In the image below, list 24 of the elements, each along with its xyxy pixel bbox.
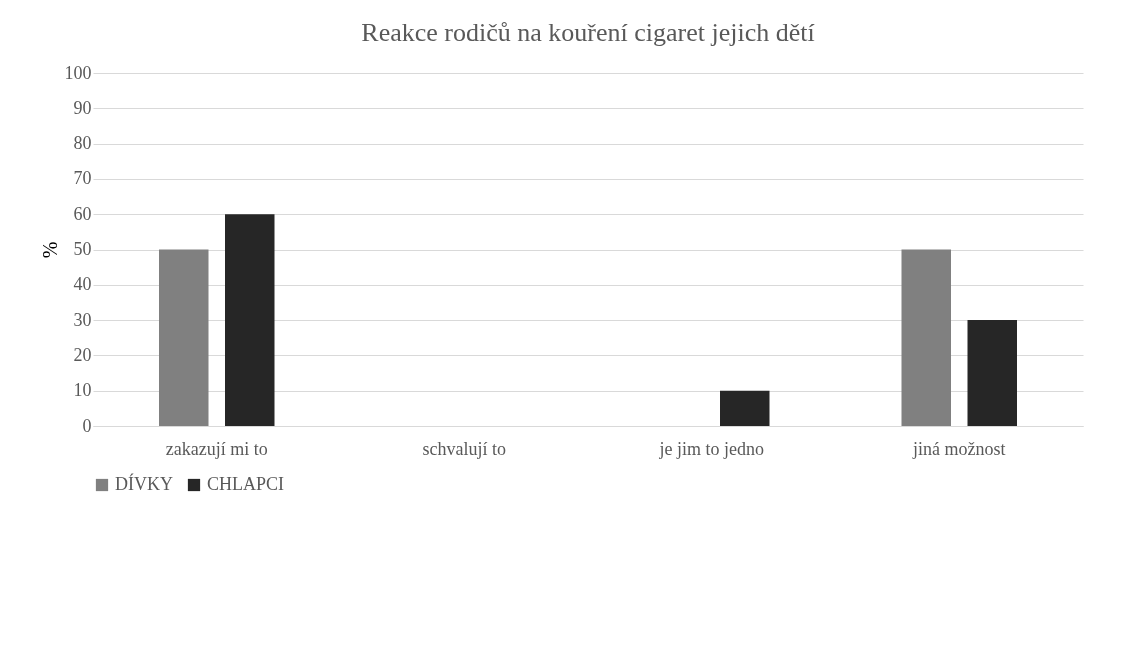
- y-tick-label: 30: [73, 309, 92, 330]
- y-axis-title: %: [38, 241, 61, 259]
- x-tick-label: je jim to jedno: [658, 438, 764, 459]
- x-tick-label: schvalují to: [422, 438, 506, 459]
- bar: [967, 320, 1017, 426]
- bar: [901, 249, 951, 426]
- legend-label: DÍVKY: [115, 473, 173, 494]
- x-tick-label: zakazují mi to: [165, 438, 268, 459]
- y-tick-label: 20: [73, 344, 92, 365]
- bar: [159, 249, 209, 426]
- y-tick-label: 60: [73, 203, 92, 224]
- y-tick-label: 50: [73, 239, 92, 259]
- chart-title: Reakce rodičů na kouření cigaret jejich dětí: [361, 18, 815, 47]
- y-tick-label: 40: [73, 274, 92, 295]
- y-tick-label: 0: [82, 415, 92, 436]
- x-tick-label: jiná možnost: [912, 438, 1006, 459]
- y-tick-label: 80: [73, 133, 92, 154]
- y-tick-label: 70: [73, 168, 92, 189]
- y-tick-label: 10: [73, 380, 92, 401]
- bar: [720, 390, 770, 426]
- y-tick-label: 90: [73, 97, 92, 118]
- y-tick-label: 100: [64, 62, 92, 83]
- legend-label: CHLAPCI: [207, 474, 285, 494]
- bar: [225, 214, 275, 426]
